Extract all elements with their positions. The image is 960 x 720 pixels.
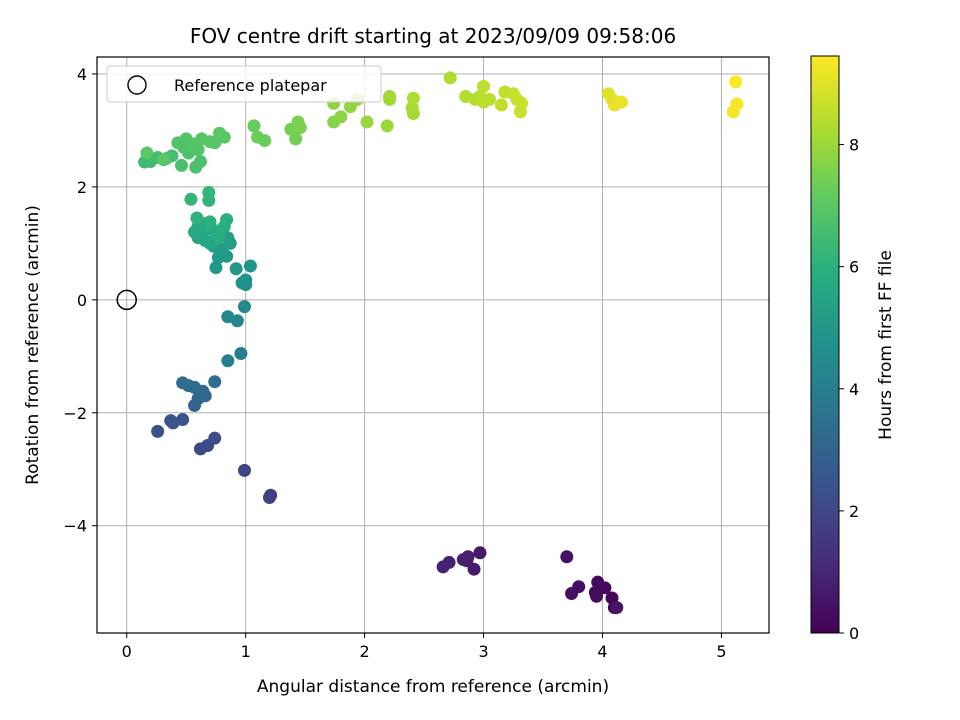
colorbar: [810, 55, 840, 634]
y-tick-label: −4: [63, 517, 87, 536]
x-tick-label: 4: [597, 642, 607, 661]
data-point: [217, 130, 231, 144]
legend-marker: [127, 75, 147, 95]
data-point: [494, 98, 508, 112]
data-point: [237, 300, 251, 314]
x-axis-title: Angular distance from reference (arcmin): [257, 677, 609, 697]
data-point: [208, 375, 222, 389]
data-points: [138, 71, 744, 615]
reference-marker-group: [116, 289, 137, 311]
colorbar-title: Hours from first FF file: [876, 250, 896, 440]
colorbar-tick-label: 2: [849, 502, 859, 521]
data-point: [229, 262, 243, 276]
data-point: [234, 346, 248, 360]
legend-box: [106, 65, 382, 103]
colorbar-tick-label: 6: [849, 258, 859, 277]
data-point: [258, 134, 272, 148]
data-point: [220, 213, 234, 227]
data-point: [289, 132, 303, 146]
colorbar-tick-label: 4: [849, 380, 859, 399]
data-point: [184, 192, 198, 206]
data-point: [730, 97, 744, 111]
data-point: [610, 601, 624, 615]
data-point: [247, 119, 261, 133]
data-point: [405, 101, 419, 115]
data-point: [193, 154, 207, 168]
data-point: [406, 91, 420, 105]
data-point: [291, 115, 305, 129]
legend: Reference platepar: [106, 65, 382, 103]
data-point: [591, 575, 605, 589]
data-point: [157, 153, 171, 167]
colorbar-ticks: 0 2 4 6 8: [839, 136, 859, 643]
y-tick-label: 2: [77, 178, 87, 197]
data-point: [176, 376, 190, 390]
x-tick-label: 3: [478, 642, 488, 661]
data-point: [590, 589, 604, 603]
legend-label: Reference platepar: [174, 76, 327, 95]
data-point: [151, 424, 165, 438]
data-point: [477, 79, 491, 93]
reference-marker: [116, 289, 137, 311]
data-point: [221, 354, 235, 368]
data-point: [729, 75, 743, 89]
data-point: [565, 586, 579, 600]
colorbar-tick-label: 8: [849, 136, 859, 155]
y-tick-label: 4: [77, 65, 87, 84]
data-point: [208, 431, 222, 445]
y-axis-ticks: −4 −2 0 2 4: [63, 65, 97, 536]
colorbar-tick-label: 0: [849, 624, 859, 643]
data-point: [513, 105, 527, 119]
data-point: [482, 92, 496, 106]
data-point: [456, 553, 470, 567]
data-point: [203, 215, 217, 229]
plot-frame: [96, 56, 770, 634]
data-point: [383, 90, 397, 104]
data-point: [443, 71, 457, 85]
chart-title: FOV centre drift starting at 2023/09/09 …: [190, 24, 676, 48]
data-point: [140, 146, 154, 160]
data-point: [176, 413, 190, 427]
x-tick-label: 1: [241, 642, 251, 661]
x-tick-label: 2: [360, 642, 370, 661]
data-point: [209, 261, 223, 275]
data-point: [243, 259, 257, 273]
data-point: [334, 110, 348, 124]
x-tick-label: 5: [716, 642, 726, 661]
data-point: [467, 562, 481, 576]
data-point: [237, 463, 251, 477]
x-tick-label: 0: [122, 642, 132, 661]
data-point: [190, 211, 204, 225]
data-point: [235, 276, 249, 290]
data-point: [202, 186, 216, 200]
data-point: [605, 591, 619, 605]
data-point: [380, 119, 394, 133]
data-point: [211, 231, 225, 245]
x-axis-ticks: 0 1 2 3 4 5: [122, 633, 727, 661]
data-point: [208, 136, 222, 150]
data-point: [436, 560, 450, 574]
data-point: [360, 115, 374, 129]
data-point: [174, 158, 188, 172]
data-point: [560, 550, 574, 564]
y-tick-label: 0: [77, 291, 87, 310]
y-axis-title: Rotation from reference (arcmin): [23, 205, 43, 485]
data-point: [221, 310, 235, 324]
y-tick-label: −2: [63, 404, 87, 423]
data-point: [191, 143, 205, 157]
data-point: [473, 546, 487, 560]
data-point: [262, 490, 276, 504]
data-point: [615, 95, 629, 109]
